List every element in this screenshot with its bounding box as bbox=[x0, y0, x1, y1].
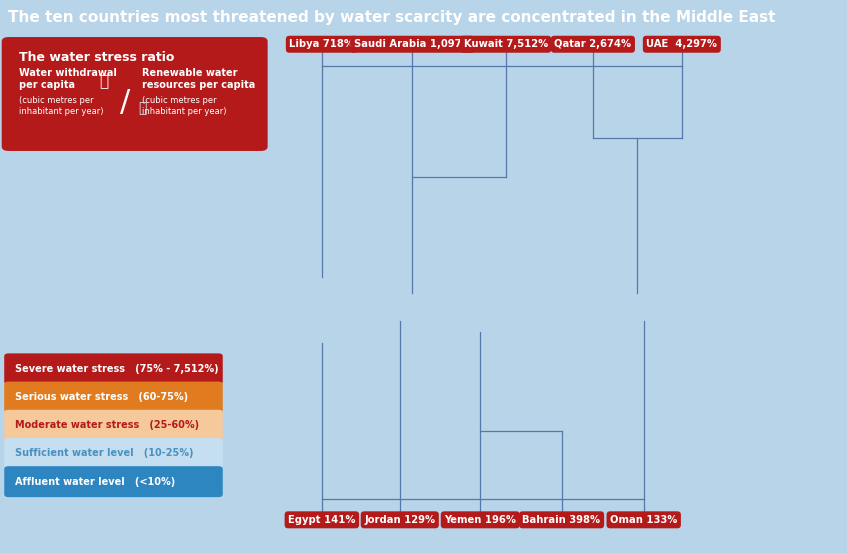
FancyBboxPatch shape bbox=[4, 466, 223, 497]
FancyBboxPatch shape bbox=[4, 353, 223, 384]
Text: Libya 718%: Libya 718% bbox=[290, 39, 354, 49]
Text: (cubic metres per
inhabitant per year): (cubic metres per inhabitant per year) bbox=[19, 96, 103, 116]
Text: Yemen 196%: Yemen 196% bbox=[444, 515, 517, 525]
FancyBboxPatch shape bbox=[4, 382, 223, 413]
Text: 🚰: 🚰 bbox=[100, 75, 108, 90]
FancyBboxPatch shape bbox=[4, 410, 223, 441]
Text: The water stress ratio: The water stress ratio bbox=[19, 51, 174, 65]
Text: Moderate water stress   (25-60%): Moderate water stress (25-60%) bbox=[15, 420, 199, 430]
Text: UAE  4,297%: UAE 4,297% bbox=[646, 39, 717, 49]
Text: Kuwait 7,512%: Kuwait 7,512% bbox=[463, 39, 548, 49]
Text: Affluent water level   (<10%): Affluent water level (<10%) bbox=[15, 477, 175, 487]
FancyBboxPatch shape bbox=[2, 37, 268, 151]
Text: Sufficient water level   (10-25%): Sufficient water level (10-25%) bbox=[15, 448, 194, 458]
Text: Severe water stress   (75% - 7,512%): Severe water stress (75% - 7,512%) bbox=[15, 364, 219, 374]
Text: Oman 133%: Oman 133% bbox=[610, 515, 678, 525]
Text: Jordan 129%: Jordan 129% bbox=[364, 515, 435, 525]
Text: Serious water stress   (60-75%): Serious water stress (60-75%) bbox=[15, 392, 188, 402]
Text: Renewable water
resources per capita: Renewable water resources per capita bbox=[142, 68, 256, 91]
Text: The ten countries most threatened by water scarcity are concentrated in the Midd: The ten countries most threatened by wat… bbox=[8, 11, 776, 25]
Text: 💧: 💧 bbox=[138, 101, 147, 115]
FancyBboxPatch shape bbox=[4, 438, 223, 469]
Text: Saudi Arabia 1,097%: Saudi Arabia 1,097% bbox=[354, 39, 471, 49]
Text: Bahrain 398%: Bahrain 398% bbox=[523, 515, 601, 525]
Text: Water withdrawal
per capita: Water withdrawal per capita bbox=[19, 68, 117, 91]
Text: Qatar 2,674%: Qatar 2,674% bbox=[554, 39, 632, 49]
Text: Egypt 141%: Egypt 141% bbox=[288, 515, 356, 525]
Text: (cubic metres per
inhabitant per year): (cubic metres per inhabitant per year) bbox=[142, 96, 227, 116]
Text: /: / bbox=[120, 88, 130, 117]
